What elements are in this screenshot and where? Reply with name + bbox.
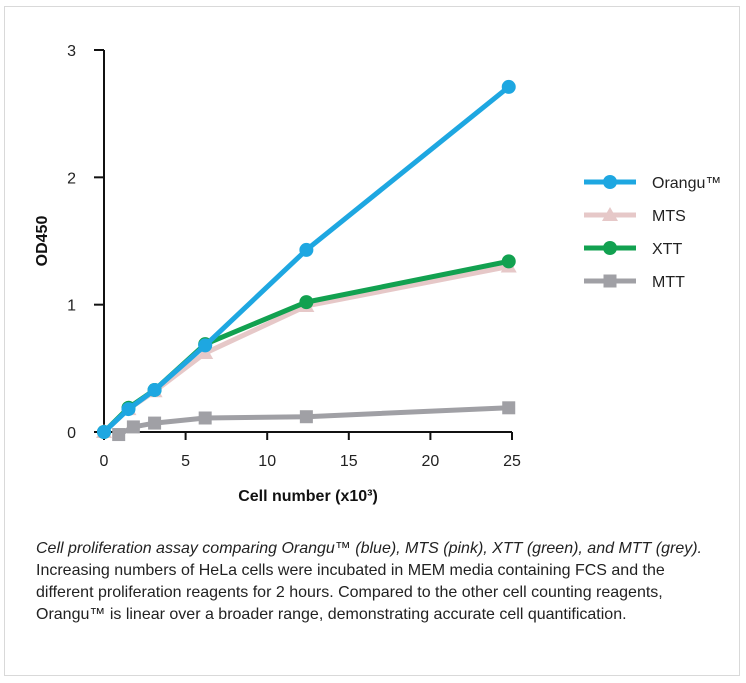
data-point <box>121 402 136 417</box>
x-tick-label: 5 <box>181 453 190 470</box>
legend-label: MTT <box>652 274 685 291</box>
data-point <box>501 254 516 269</box>
data-point <box>501 79 516 94</box>
x-tick-label: 10 <box>258 453 276 470</box>
x-tick-label: 0 <box>100 453 109 470</box>
legend-marker <box>603 241 617 255</box>
y-tick-label: 0 <box>67 425 76 442</box>
figure-caption: Cell proliferation assay comparing Orang… <box>36 538 716 626</box>
series-line <box>102 264 510 434</box>
data-point <box>299 410 313 424</box>
figure-frame <box>4 6 740 676</box>
x-tick-label: 25 <box>503 453 521 470</box>
series-line <box>102 84 511 434</box>
caption-italic: Cell proliferation assay comparing Orang… <box>36 540 702 557</box>
legend-marker <box>602 207 618 221</box>
caption-text: Increasing numbers of HeLa cells were in… <box>36 562 665 623</box>
data-point <box>97 425 111 439</box>
data-point <box>198 411 212 425</box>
data-point <box>502 401 516 415</box>
series-0 <box>97 79 516 439</box>
x-tick-label: 15 <box>340 453 358 470</box>
x-axis-label: Cell number (x10³) <box>238 488 378 505</box>
legend: Orangu™ MTS XTT MTT <box>584 175 721 291</box>
legend-entry: Orangu™ <box>584 175 721 192</box>
legend-label: Orangu™ <box>652 175 721 192</box>
legend-entry: MTS <box>584 207 686 225</box>
series-layer <box>96 79 517 442</box>
legend-entry: MTT <box>584 274 685 291</box>
legend-marker <box>603 175 617 189</box>
data-point <box>198 338 213 353</box>
line-chart: 0 1 2 3 0 5 10 15 20 25 Cell number (x10³) OD450 Or… <box>34 43 721 505</box>
data-point <box>147 382 162 397</box>
series-line <box>102 258 510 434</box>
data-point <box>112 428 126 442</box>
data-point <box>148 416 162 430</box>
y-tick-label: 1 <box>67 298 76 315</box>
legend-label: XTT <box>652 241 682 258</box>
y-tick-label: 2 <box>67 170 76 187</box>
data-point <box>299 295 314 310</box>
x-tick-label: 20 <box>422 453 440 470</box>
legend-marker <box>603 274 617 288</box>
y-tick-label: 3 <box>67 43 76 60</box>
series-3 <box>112 401 516 442</box>
data-point <box>299 242 314 257</box>
series-line <box>117 405 509 437</box>
legend-label: MTS <box>652 208 686 225</box>
y-axis-label: OD450 <box>34 216 51 267</box>
data-point <box>126 420 140 434</box>
legend-entry: XTT <box>584 241 682 258</box>
